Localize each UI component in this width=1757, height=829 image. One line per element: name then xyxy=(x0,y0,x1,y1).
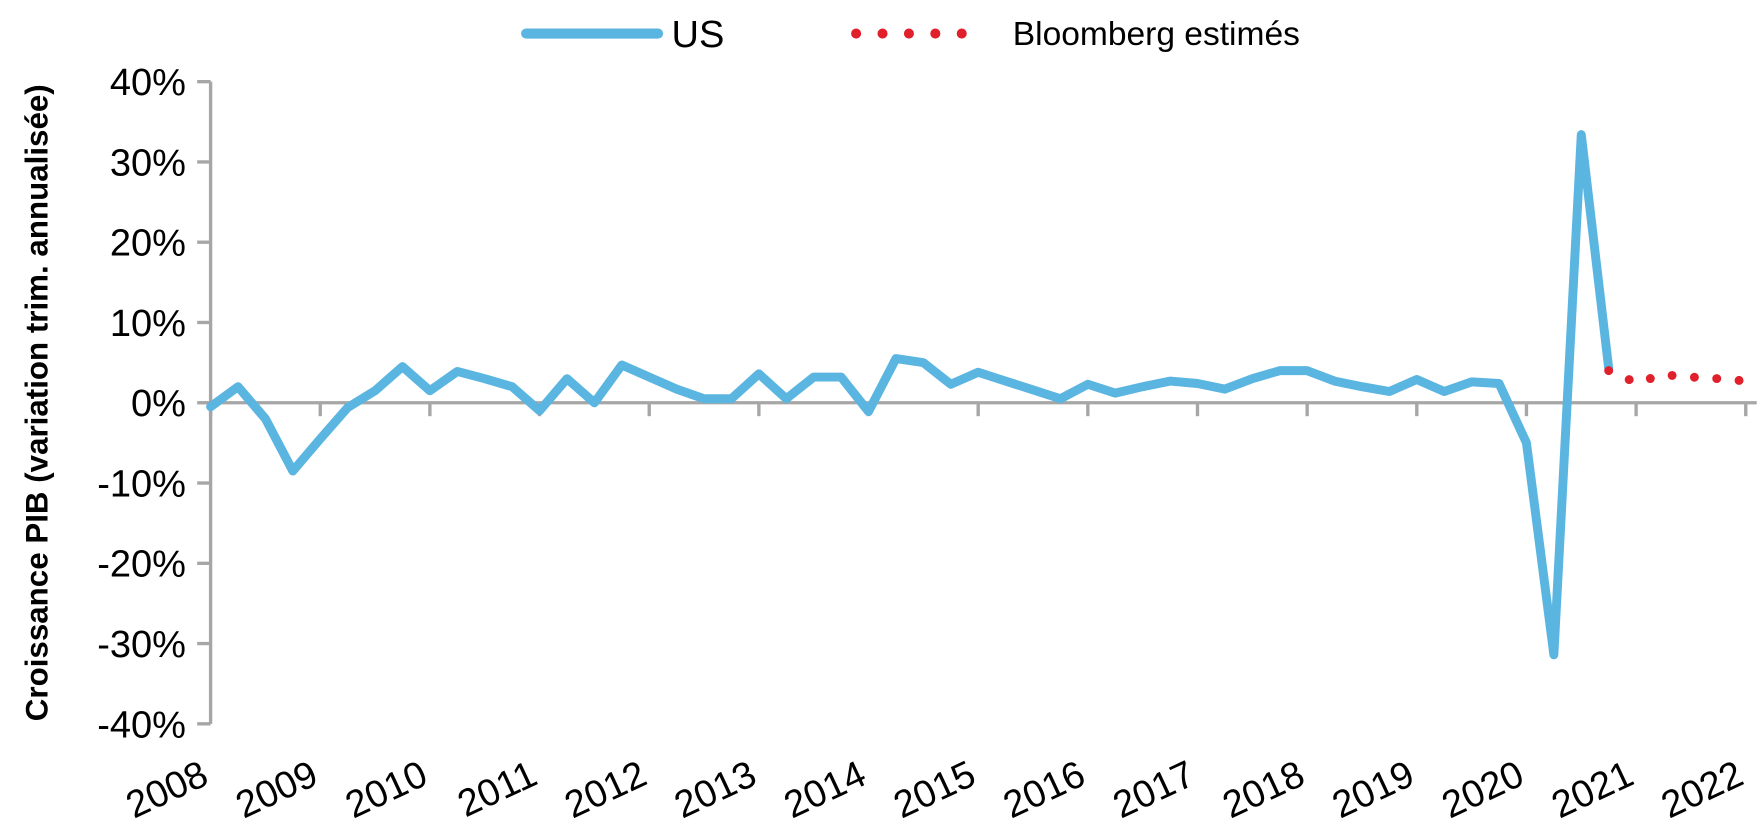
x-tick-label: 2013 xyxy=(668,753,762,827)
x-tick-label: 2018 xyxy=(1217,753,1311,827)
x-tick-label: 2012 xyxy=(559,753,653,827)
y-tick-label: -30% xyxy=(97,624,186,666)
legend-label: Bloomberg estimés xyxy=(1013,16,1300,53)
x-tick-label: 2009 xyxy=(230,753,324,827)
y-tick-label: 40% xyxy=(110,62,186,104)
x-tick-label: 2017 xyxy=(1107,753,1201,827)
y-tick-label: -40% xyxy=(97,704,186,746)
x-tick-label: 2016 xyxy=(997,753,1091,827)
y-tick-label: 0% xyxy=(131,383,186,425)
x-tick-label: 2015 xyxy=(888,753,982,827)
x-tick-label: 2021 xyxy=(1546,753,1640,827)
y-tick-label: 10% xyxy=(110,303,186,345)
estimate-line xyxy=(1604,366,1757,388)
y-axis-title: Croissance PIB (variation trim. annualis… xyxy=(19,84,54,721)
y-tick-label: -10% xyxy=(97,463,186,505)
y-tick-label: 20% xyxy=(110,223,186,265)
x-tick-label: 2019 xyxy=(1326,753,1420,827)
x-tick-label: 2014 xyxy=(778,753,872,827)
x-tick-label: 2020 xyxy=(1436,753,1530,827)
x-tick-label: 2011 xyxy=(452,753,544,826)
legend-label: US xyxy=(672,14,725,56)
y-tick-label: -20% xyxy=(97,544,186,586)
x-tick-label: 2010 xyxy=(339,753,433,827)
x-tick-label: 2022 xyxy=(1655,753,1749,827)
data-line xyxy=(206,130,1614,660)
y-tick-label: 30% xyxy=(110,142,186,184)
x-tick-label: 2008 xyxy=(120,753,214,827)
